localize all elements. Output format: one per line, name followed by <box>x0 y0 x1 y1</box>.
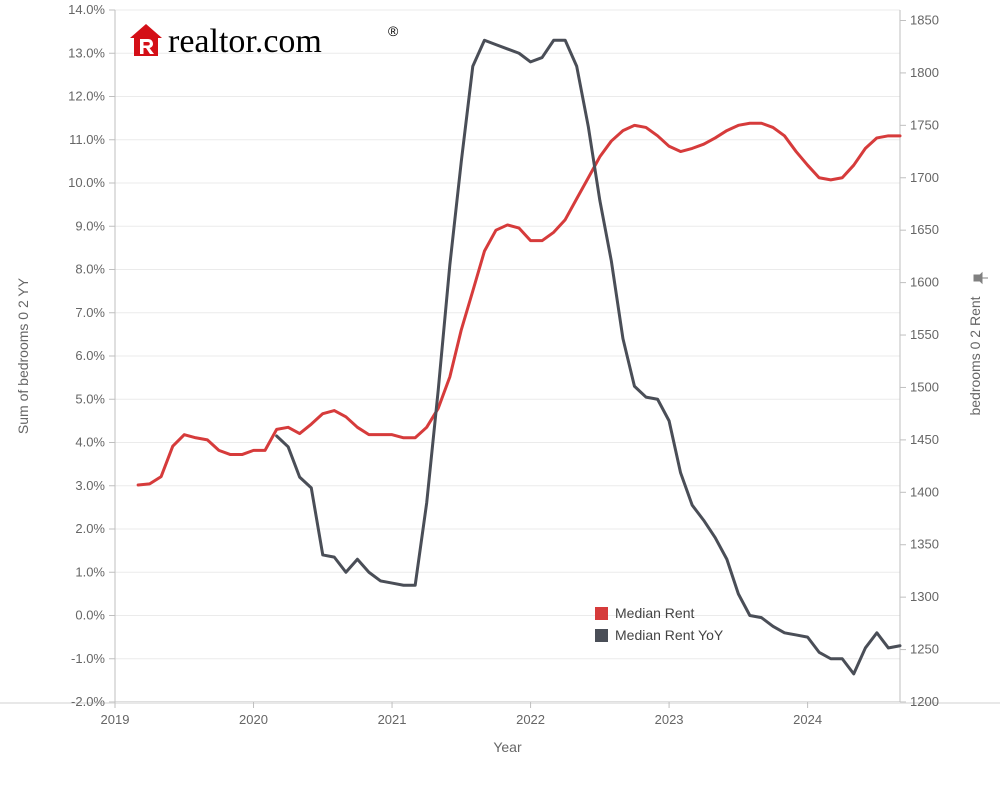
svg-text:1550: 1550 <box>910 327 939 342</box>
svg-text:7.0%: 7.0% <box>75 305 105 320</box>
svg-text:1350: 1350 <box>910 537 939 552</box>
svg-text:0.0%: 0.0% <box>75 608 105 623</box>
svg-text:1600: 1600 <box>910 275 939 290</box>
svg-text:-1.0%: -1.0% <box>71 651 105 666</box>
svg-text:12.0%: 12.0% <box>68 89 105 104</box>
svg-text:1250: 1250 <box>910 642 939 657</box>
svg-text:2023: 2023 <box>655 712 684 727</box>
svg-text:1650: 1650 <box>910 222 939 237</box>
x-axis-title: Year <box>493 739 522 755</box>
legend-label: Median Rent YoY <box>615 627 724 643</box>
chart-svg: 2019 2020 2021 2022 2023 2024 Year -2.0% -1.0% 0.… <box>0 0 1000 800</box>
y-right-axis-title: bedrooms 0 2 Rent <box>967 296 983 415</box>
svg-text:11.0%: 11.0% <box>69 132 105 147</box>
svg-text:14.0%: 14.0% <box>68 2 105 17</box>
svg-text:1800: 1800 <box>910 65 939 80</box>
svg-text:4.0%: 4.0% <box>75 435 105 450</box>
svg-text:8.0%: 8.0% <box>75 262 105 277</box>
legend-swatch <box>595 629 608 642</box>
svg-text:13.0%: 13.0% <box>68 45 105 60</box>
svg-text:1500: 1500 <box>910 379 939 394</box>
legend-swatch <box>595 607 608 620</box>
svg-text:1450: 1450 <box>910 432 939 447</box>
rent-yoy-chart: 2019 2020 2021 2022 2023 2024 Year -2.0% -1.0% 0.… <box>0 0 1000 800</box>
legend-label: Median Rent <box>615 605 694 621</box>
brand-wordmark: realtor.com <box>168 23 322 60</box>
svg-text:2.0%: 2.0% <box>75 521 105 536</box>
svg-text:1850: 1850 <box>910 12 939 27</box>
svg-text:2020: 2020 <box>239 712 268 727</box>
svg-text:1400: 1400 <box>910 484 939 499</box>
svg-text:3.0%: 3.0% <box>75 478 105 493</box>
svg-text:5.0%: 5.0% <box>75 391 105 406</box>
svg-text:2024: 2024 <box>793 712 822 727</box>
svg-text:-2.0%: -2.0% <box>71 694 105 709</box>
svg-text:6.0%: 6.0% <box>75 348 105 363</box>
svg-text:2021: 2021 <box>378 712 407 727</box>
y-left-axis-title: Sum of bedrooms 0 2 YY <box>15 277 31 434</box>
svg-text:1.0%: 1.0% <box>75 564 105 579</box>
svg-text:1300: 1300 <box>910 589 939 604</box>
registered-mark: ® <box>388 23 399 39</box>
svg-text:2022: 2022 <box>516 712 545 727</box>
svg-text:1750: 1750 <box>910 117 939 132</box>
svg-text:1200: 1200 <box>910 694 939 709</box>
svg-text:9.0%: 9.0% <box>75 218 105 233</box>
svg-text:10.0%: 10.0% <box>68 175 105 190</box>
svg-text:1700: 1700 <box>910 170 939 185</box>
svg-text:2019: 2019 <box>101 712 130 727</box>
